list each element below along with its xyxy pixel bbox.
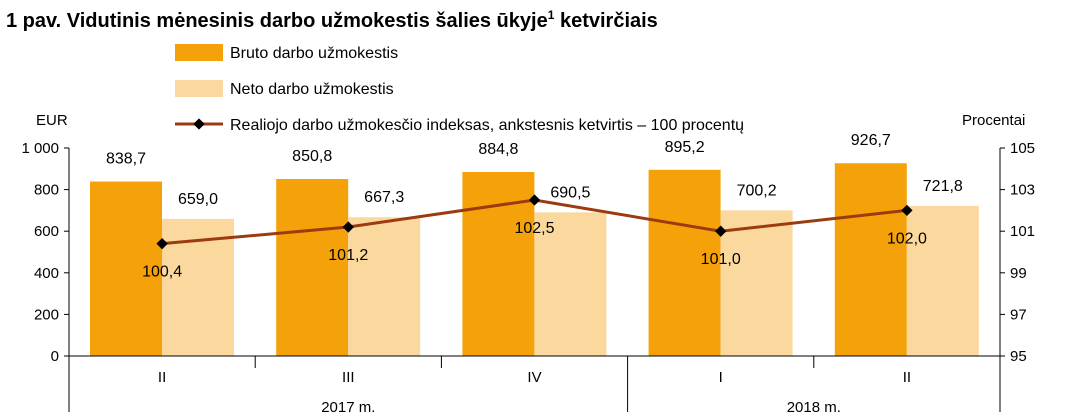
data-label-neto-0: 659,0 [178, 191, 218, 208]
bar-bruto-2 [462, 171, 535, 356]
legend-swatch-neto [175, 80, 223, 97]
data-label-bruto-0: 838,7 [106, 151, 146, 168]
left-tick-label-1: 200 [34, 306, 59, 323]
data-label-bruto-4: 926,7 [851, 132, 891, 149]
right-axis-label: Procentai [962, 112, 1025, 129]
bar-neto-3 [720, 210, 793, 356]
plot-area: 838,7 850,8 884,8 895,2 926,7 659,0 667,3 690,5… [21, 132, 1035, 416]
legend-label-bruto: Bruto darbo užmokestis [230, 45, 398, 62]
legend-label-index: Realiojo darbo užmokesčio indeksas, anks… [230, 117, 744, 134]
bar-neto-1 [348, 217, 421, 356]
data-label-neto-4: 721,8 [923, 178, 963, 195]
index-marker-0 [156, 238, 168, 250]
index-marker-4 [901, 204, 913, 217]
chart-title: 1 pav. Vidutinis mėnesinis darbo užmokes… [6, 8, 658, 32]
right-tick-label-4: 103 [1010, 182, 1035, 199]
category-label-3: I [719, 369, 723, 386]
index-label-4: 102,0 [887, 230, 927, 247]
category-label-1: III [342, 369, 355, 386]
year-label-0: 2017 m. [321, 399, 375, 416]
data-label-neto-1: 667,3 [364, 189, 404, 206]
bar-neto-2 [534, 212, 607, 356]
data-label-bruto-3: 895,2 [665, 139, 705, 156]
data-label-bruto-1: 850,8 [292, 148, 332, 165]
left-tick-label-3: 600 [34, 223, 59, 240]
right-tick-label-3: 101 [1010, 223, 1035, 240]
index-label-2: 102,5 [514, 220, 554, 237]
bar-bruto-4 [834, 163, 907, 356]
bar-bruto-1 [276, 179, 349, 356]
category-label-4: II [903, 369, 911, 386]
right-tick-label-5: 105 [1010, 140, 1035, 157]
bar-bruto-3 [648, 169, 721, 356]
index-label-1: 101,2 [328, 247, 368, 264]
left-tick-label-4: 800 [34, 182, 59, 199]
legend-swatch-index-marker [193, 118, 205, 130]
bar-neto-4 [906, 205, 979, 356]
legend-swatch-bruto [175, 44, 223, 61]
chart-title-main: 1 pav. Vidutinis mėnesinis darbo užmokes… [6, 10, 548, 32]
right-tick-label-1: 97 [1010, 306, 1027, 323]
index-label-3: 101,0 [701, 251, 741, 268]
category-label-2: IV [527, 369, 541, 386]
data-label-neto-2: 690,5 [550, 184, 590, 201]
left-axis-label: EUR [36, 112, 68, 129]
left-tick-label-2: 400 [34, 265, 59, 282]
index-marker-2 [528, 194, 541, 206]
year-label-1: 2018 m. [787, 399, 841, 416]
index-label-0: 100,4 [142, 264, 182, 281]
left-tick-label-5: 1 000 [21, 140, 59, 157]
legend: Bruto darbo užmokestis Neto darbo užmoke… [175, 44, 744, 134]
index-marker-3 [715, 225, 727, 237]
data-label-neto-3: 700,2 [737, 182, 777, 199]
chart-title-superscript: 1 [548, 8, 555, 22]
index-marker-1 [342, 221, 354, 233]
chart-title-suffix: ketvirčiais [554, 10, 657, 32]
legend-label-neto: Neto darbo užmokestis [230, 81, 394, 98]
category-label-0: II [158, 369, 166, 386]
left-tick-label-0: 0 [51, 348, 59, 365]
right-tick-label-2: 99 [1010, 265, 1027, 282]
bar-bruto-0 [90, 181, 162, 356]
data-label-bruto-2: 884,8 [478, 141, 518, 158]
right-tick-label-0: 95 [1010, 348, 1027, 365]
